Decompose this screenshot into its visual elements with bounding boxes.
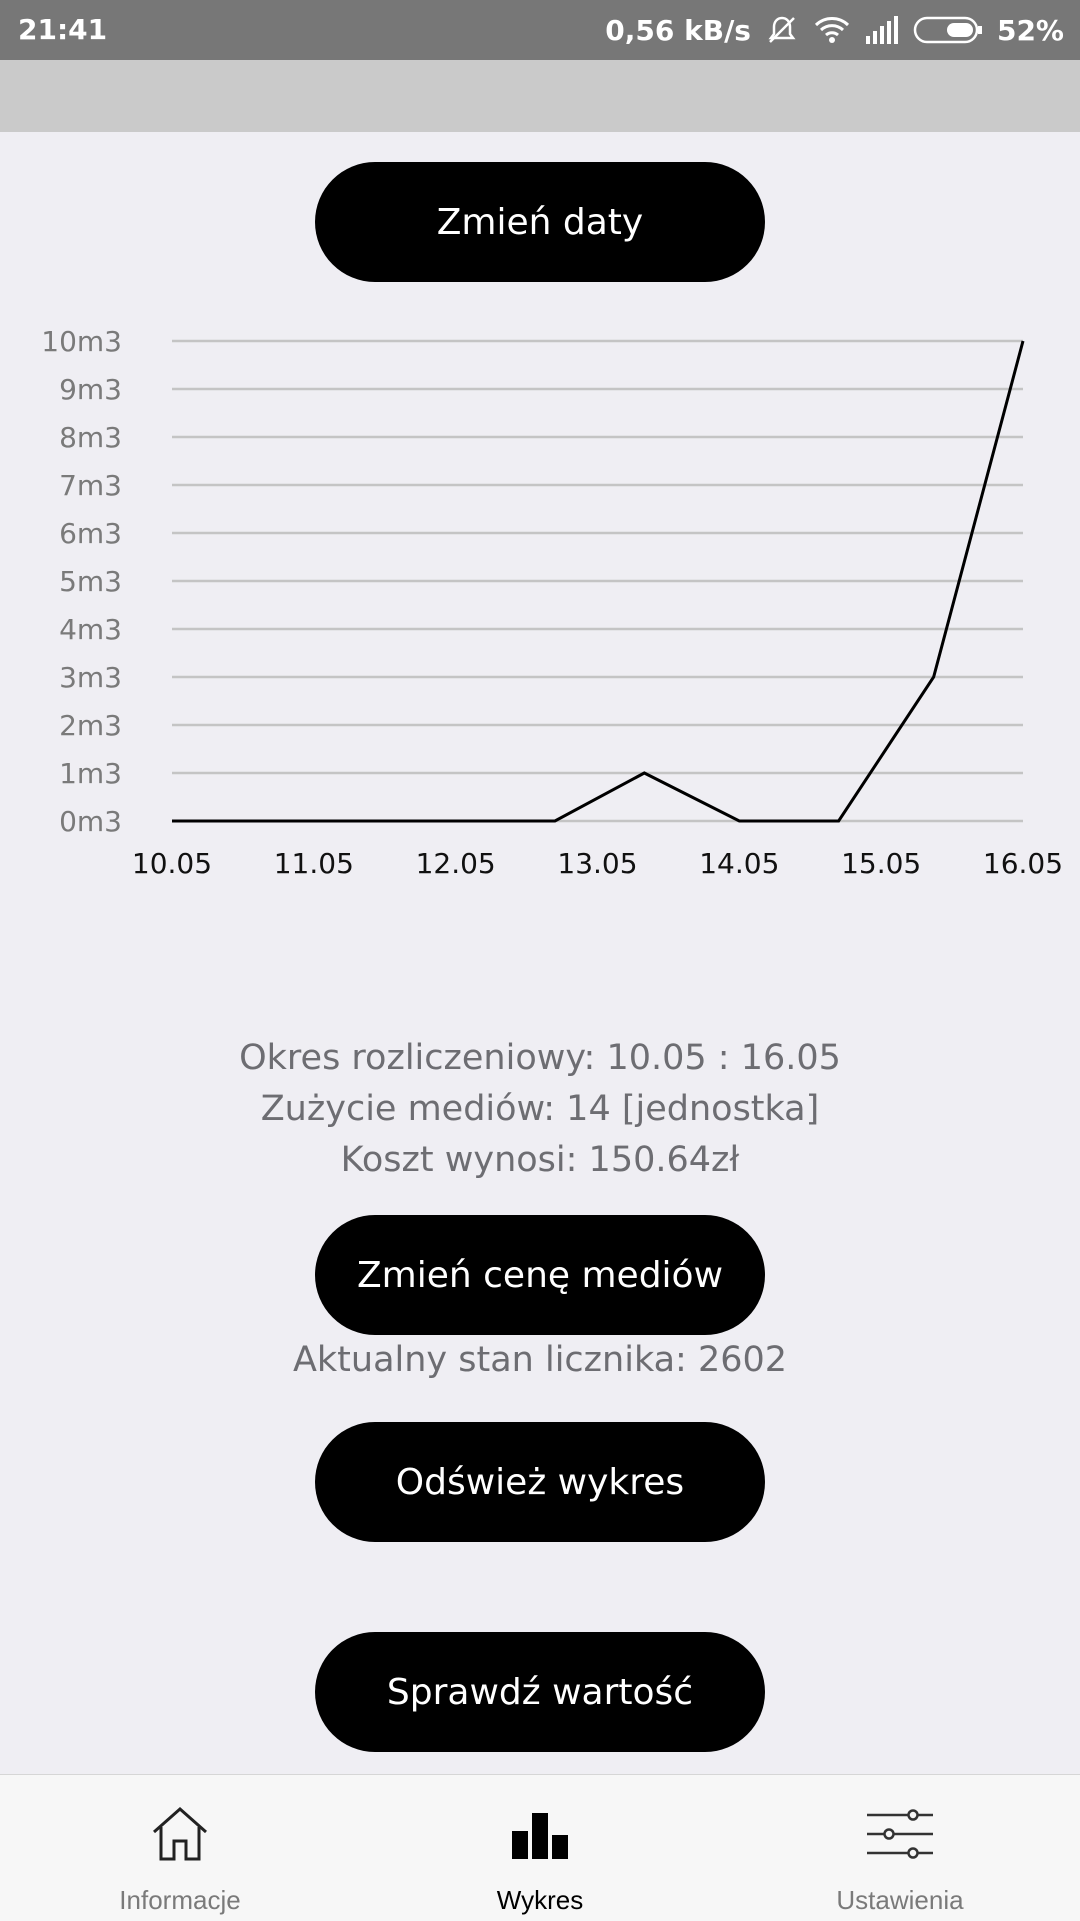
x-tick-label: 12.05 [416,847,496,880]
chart-x-ticks: 10.05 11.05 12.05 13.05 14.05 15.05 16.05 [132,847,1063,880]
chart-grid [172,339,1023,823]
y-tick-label: 8m3 [59,421,122,454]
y-tick-label: 10m3 [41,325,122,358]
wifi-icon [813,15,851,45]
y-tick-label: 9m3 [59,373,122,406]
x-tick-label: 16.05 [983,847,1063,880]
nav-label-ustawienia: Ustawienia [836,1885,964,1915]
chart-y-ticks: 0m3 1m3 2m3 3m3 4m3 5m3 6m3 7m3 8m3 9m3 10m3 [41,325,122,838]
y-tick-label: 2m3 [59,709,122,742]
y-tick-label: 0m3 [59,805,122,838]
status-icons: 0,56 kB/s 52% [605,13,1064,47]
usage-text: Zużycie mediów: 14 [jednostka] [260,1089,820,1129]
y-tick-label: 4m3 [59,613,122,646]
y-tick-label: 1m3 [59,757,122,790]
billing-period-text: Okres rozliczeniowy: 10.05 : 16.05 [239,1038,841,1078]
sliders-icon [867,1809,933,1859]
y-tick-label: 3m3 [59,661,122,694]
y-tick-label: 6m3 [59,517,122,550]
nav-label-wykres: Wykres [496,1885,584,1915]
cost-text: Koszt wynosi: 150.64zł [340,1140,740,1180]
chart-series [172,340,1025,823]
x-tick-label: 15.05 [841,847,921,880]
mute-icon [765,13,799,47]
signal-icon [865,16,899,44]
nav-item-ustawienia[interactable]: Ustawienia [720,1775,1080,1921]
refresh-chart-button[interactable]: Odśwież wykres [315,1422,765,1542]
meter-reading-text: Aktualny stan licznika: 2602 [292,1340,788,1380]
bottom-navigation: Informacje Wykres Ustawienia [0,1774,1080,1921]
y-tick-label: 7m3 [59,469,122,502]
status-bar: 21:41 0,56 kB/s 52% [0,0,1080,60]
change-price-button[interactable]: Zmień cenę mediów [315,1215,765,1335]
usage-series-line [172,340,1025,823]
nav-label-informacje: Informacje [119,1885,241,1915]
app-bar [0,60,1080,132]
change-dates-button[interactable]: Zmień daty [315,162,765,282]
network-speed: 0,56 kB/s [605,13,751,47]
x-tick-label: 10.05 [132,847,212,880]
battery-icon [913,15,983,45]
x-tick-label: 14.05 [699,847,779,880]
x-tick-label: 13.05 [557,847,637,880]
nav-item-informacje[interactable]: Informacje [0,1775,360,1921]
check-value-button[interactable]: Sprawdź wartość [315,1632,765,1752]
battery-percent: 52% [996,13,1064,47]
home-icon [153,1806,207,1861]
bar-chart-icon [512,1813,568,1859]
x-tick-label: 11.05 [274,847,354,880]
status-time: 21:41 [18,13,108,46]
y-tick-label: 5m3 [59,565,122,598]
usage-line-chart: 0m3 1m3 2m3 3m3 4m3 5m3 6m3 7m3 8m3 9m3 10m3 10.05… [41,325,1063,880]
nav-item-wykres[interactable]: Wykres [360,1775,720,1921]
